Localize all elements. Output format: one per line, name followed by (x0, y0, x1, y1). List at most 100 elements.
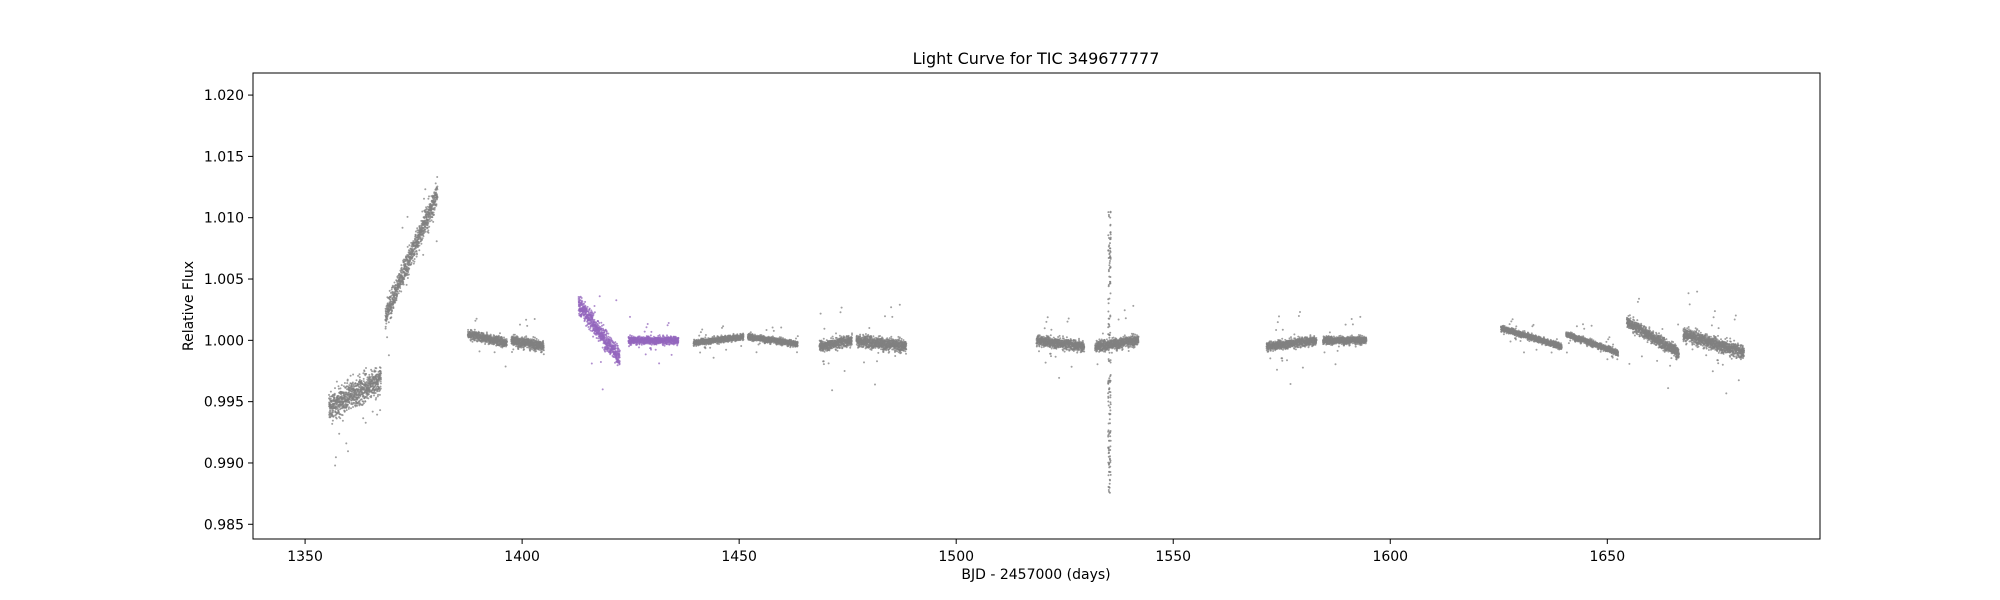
data-point (758, 342, 761, 345)
data-point (329, 415, 332, 418)
data-point (701, 328, 704, 331)
data-point (424, 228, 427, 231)
data-point (390, 312, 393, 315)
data-point (400, 264, 403, 267)
data-point (351, 381, 354, 384)
data-point (504, 365, 507, 368)
data-point (377, 380, 380, 383)
data-point (424, 188, 427, 191)
data-point (503, 336, 505, 339)
data-point (367, 397, 370, 400)
data-point (393, 281, 396, 284)
data-point (699, 331, 702, 334)
data-point (782, 337, 785, 340)
data-point (512, 348, 515, 351)
data-point (415, 255, 418, 258)
data-point (343, 410, 346, 413)
data-point (374, 398, 377, 401)
data-point (428, 225, 431, 228)
data-point (478, 350, 481, 353)
data-point (796, 335, 799, 338)
data-point (331, 411, 334, 414)
data-point (478, 331, 481, 334)
data-point (474, 339, 476, 342)
data-point (416, 253, 418, 256)
data-point (819, 312, 822, 315)
data-point (358, 396, 361, 399)
data-point (379, 376, 382, 379)
data-point (423, 197, 425, 200)
data-point (377, 393, 380, 396)
data-point (523, 348, 526, 351)
data-point (413, 260, 416, 263)
data-point (377, 382, 380, 385)
data-point (401, 226, 404, 229)
data-point (370, 368, 373, 371)
data-point (831, 335, 834, 338)
data-point (435, 191, 437, 194)
data-point (850, 340, 853, 343)
data-point (390, 288, 393, 291)
data-point (384, 327, 387, 330)
data-point (365, 373, 367, 375)
data-point (832, 337, 835, 340)
data-point (373, 379, 376, 382)
data-point (341, 414, 344, 417)
data-point (841, 347, 844, 349)
data-point (349, 374, 352, 377)
data-point (371, 370, 374, 373)
data-point (355, 379, 358, 382)
data-point (338, 432, 341, 435)
data-point (433, 208, 436, 211)
data-point (390, 305, 393, 308)
data-point (407, 271, 410, 273)
data-point (340, 395, 343, 398)
data-point (362, 402, 365, 405)
data-point (406, 215, 409, 218)
data-point (340, 384, 343, 387)
data-point (421, 210, 424, 213)
data-point (413, 258, 416, 260)
data-point (436, 188, 439, 191)
data-point (379, 366, 382, 369)
data-point (347, 407, 350, 410)
data-point (364, 400, 367, 403)
data-point (467, 328, 470, 331)
data-point (435, 203, 438, 206)
data-point (436, 176, 439, 178)
data-point (339, 417, 342, 420)
data-point (341, 419, 344, 422)
data-point (357, 388, 360, 391)
data-point (332, 409, 335, 412)
data-point (418, 249, 421, 252)
data-point (851, 332, 853, 335)
data-point (709, 346, 712, 349)
data-point (796, 344, 799, 347)
data-point (337, 385, 340, 388)
data-point (328, 393, 330, 396)
data-point (352, 373, 355, 376)
data-point (755, 351, 758, 354)
data-point (371, 373, 374, 376)
data-point (334, 456, 337, 459)
data-point (348, 406, 350, 409)
data-point (430, 219, 433, 222)
data-point (704, 334, 707, 336)
data-point (385, 322, 388, 325)
data-point (398, 290, 401, 292)
data-point (329, 395, 332, 398)
data-point (765, 329, 768, 331)
data-point (335, 380, 338, 383)
data-point (357, 374, 360, 377)
data-point (370, 394, 373, 397)
data-point (351, 403, 354, 406)
data-point (513, 333, 516, 336)
data-point (367, 393, 370, 396)
data-point (376, 413, 379, 416)
data-point (780, 326, 783, 329)
data-point (391, 309, 393, 312)
data-point (386, 318, 389, 321)
data-point (343, 382, 346, 384)
data-point (413, 253, 416, 256)
data-point (416, 227, 419, 230)
